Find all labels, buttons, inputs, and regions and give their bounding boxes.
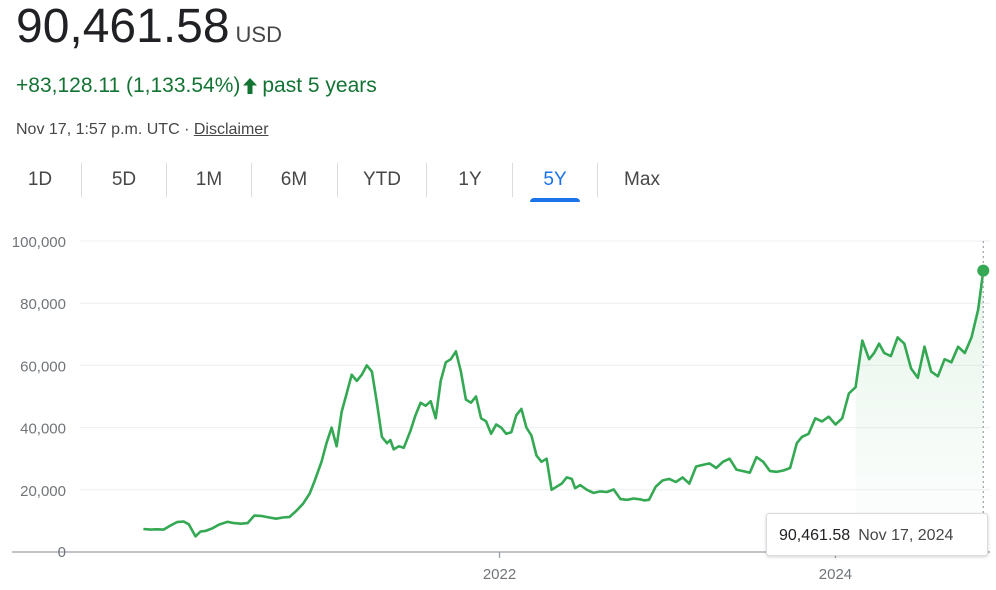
price-change: +83,128.11 (1,133.54%) <box>16 74 241 97</box>
y-axis-labels: 100,000 80,000 60,000 40,000 20,000 0 <box>12 234 66 561</box>
price-tooltip: 90,461.58 Nov 17, 2024 <box>766 513 988 556</box>
timestamp: Nov 17, 1:57 p.m. UTC · <box>16 121 190 138</box>
tab-label: 5D <box>111 169 137 190</box>
tab-divider <box>426 163 427 197</box>
y-tick-label: 40,000 <box>20 421 66 438</box>
tab-6m[interactable]: 6M <box>254 160 334 200</box>
y-tick-label: 80,000 <box>20 296 66 313</box>
tab-ytd[interactable]: YTD <box>340 160 424 200</box>
price-chart[interactable]: 100,000 80,000 60,000 40,000 20,000 0 2022 202… <box>0 222 996 590</box>
tooltip-value: 90,461.58 <box>779 527 851 544</box>
arrow-up-icon <box>243 78 258 94</box>
y-tick-label: 100,000 <box>12 234 66 251</box>
current-price: 90,461.58 <box>16 0 230 53</box>
tab-divider <box>81 163 82 197</box>
tab-divider <box>337 163 338 197</box>
tab-1y[interactable]: 1Y <box>430 160 510 200</box>
tab-label: 5Y <box>543 169 567 190</box>
currency-label: USD <box>235 22 282 47</box>
tooltip-date: Nov 17, 2024 <box>858 527 954 544</box>
tab-divider <box>166 163 167 197</box>
price-area-fill <box>855 270 984 552</box>
y-tick-label: 60,000 <box>20 358 66 375</box>
range-tabs: 1D 5D 1M 6M YTD 1Y 5Y Max <box>0 160 700 202</box>
tab-5y[interactable]: 5Y <box>530 160 580 202</box>
tab-divider <box>512 163 513 197</box>
x-tick-label: 2022 <box>483 566 516 583</box>
tab-divider <box>597 163 598 197</box>
latest-price-point <box>977 264 990 277</box>
price-header: 90,461.58 USD <box>16 0 282 54</box>
change-period: past 5 years <box>262 74 377 97</box>
meta-row: Nov 17, 1:57 p.m. UTC · Disclaimer <box>16 121 269 139</box>
grid-lines <box>12 240 990 553</box>
tab-5d[interactable]: 5D <box>84 160 164 200</box>
tab-label: 1D <box>27 169 53 190</box>
disclaimer-link[interactable]: Disclaimer <box>193 121 269 138</box>
tab-label: 1M <box>195 169 223 190</box>
tab-1m[interactable]: 1M <box>169 160 249 200</box>
tab-1d[interactable]: 1D <box>0 160 80 200</box>
price-series-line <box>143 270 985 538</box>
tab-divider <box>251 163 252 197</box>
tab-label: Max <box>624 169 660 190</box>
tab-label: 6M <box>280 169 308 190</box>
change-row: +83,128.11 (1,133.54%) past 5 years <box>16 74 377 98</box>
tab-label: 1Y <box>458 169 482 190</box>
tab-label: YTD <box>363 169 401 190</box>
y-tick-label: 20,000 <box>20 483 66 500</box>
tab-max[interactable]: Max <box>602 160 682 200</box>
x-tick-label: 2024 <box>819 566 852 583</box>
y-tick-label: 0 <box>58 544 66 561</box>
active-tab-indicator <box>530 198 580 202</box>
